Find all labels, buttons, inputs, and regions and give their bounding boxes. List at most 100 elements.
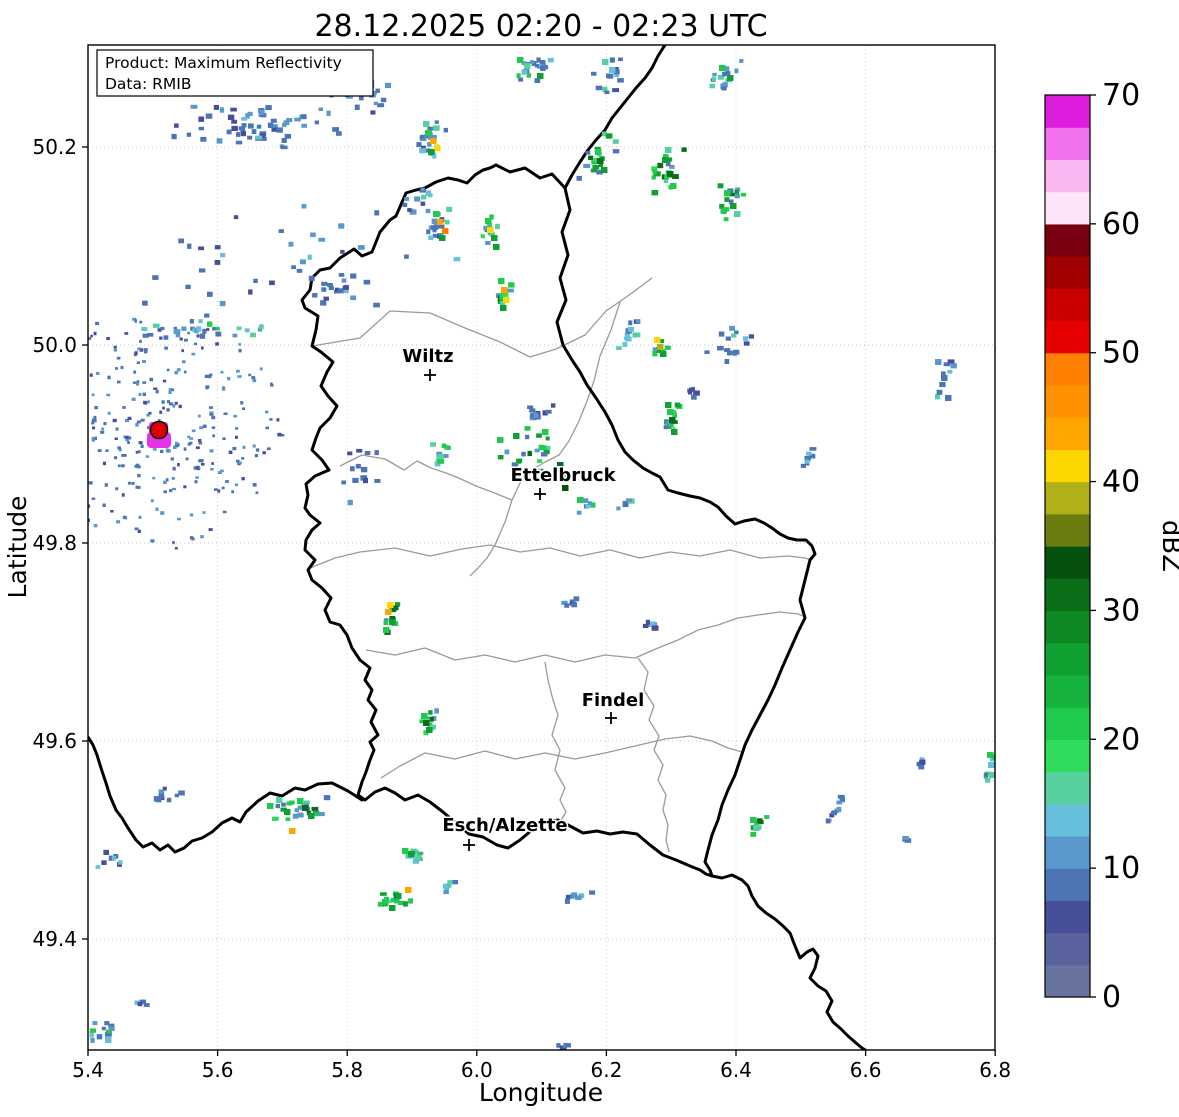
echo-cell xyxy=(717,74,725,80)
clutter-dot xyxy=(102,461,106,466)
echo-cell xyxy=(323,296,329,301)
echo-cell xyxy=(402,202,408,207)
echo-cell xyxy=(278,229,284,233)
clutter-dot xyxy=(91,497,96,500)
clutter-dot xyxy=(95,371,100,375)
echo-cell xyxy=(269,280,275,286)
canton-border-path xyxy=(469,301,621,577)
clutter-dot xyxy=(222,437,226,440)
colorbar-band xyxy=(1045,256,1090,289)
clutter-dot xyxy=(88,518,90,522)
echo-cell xyxy=(419,719,425,724)
echo-cell xyxy=(709,83,716,89)
echo-cell xyxy=(518,77,524,82)
echo-cell xyxy=(319,812,325,817)
echo-cell xyxy=(198,319,203,324)
echo-cell xyxy=(940,371,946,376)
x-tick-label: 6.8 xyxy=(979,1058,1011,1082)
clutter-dot xyxy=(137,450,141,454)
echo-cell xyxy=(231,125,238,131)
echo-cell xyxy=(575,895,582,900)
echo-cell-strong xyxy=(425,130,432,136)
echo-cell xyxy=(426,716,434,722)
clutter-dot xyxy=(194,342,198,346)
echo-cell xyxy=(628,320,633,326)
echo-cell-strong xyxy=(987,752,994,758)
clutter-dot xyxy=(135,463,140,467)
echo-cell xyxy=(384,896,390,901)
echo-cell xyxy=(101,860,107,865)
echo-cell xyxy=(719,203,725,209)
echo-cell xyxy=(105,1029,112,1034)
clutter-dot xyxy=(265,426,269,430)
clutter-dot xyxy=(168,402,173,406)
echo-cell xyxy=(651,175,656,180)
echo-cell xyxy=(327,283,333,288)
clutter-dot xyxy=(173,445,177,449)
clutter-dot xyxy=(134,527,139,531)
echo-cell xyxy=(357,245,365,250)
echo-cell xyxy=(602,86,608,93)
clutter-dot xyxy=(171,477,175,480)
echo-cell xyxy=(216,138,223,144)
country-border-path xyxy=(563,45,667,190)
canton-border-path xyxy=(309,544,813,569)
echo-cell xyxy=(688,389,692,395)
echo-cell xyxy=(370,110,376,115)
echo-cell xyxy=(614,71,620,78)
plot-frame xyxy=(87,44,996,1051)
echo-cell-strong xyxy=(667,409,674,415)
echo-cell xyxy=(432,135,437,140)
echo-cell xyxy=(508,282,515,288)
echo-cell xyxy=(141,327,148,331)
echo-cell xyxy=(108,1023,115,1028)
clutter-dot xyxy=(123,435,127,439)
echo-cell xyxy=(740,192,747,197)
echo-cell xyxy=(373,101,378,106)
echo-cell xyxy=(516,458,523,463)
echo-cell xyxy=(704,350,710,354)
echo-cell xyxy=(153,796,160,802)
echo-cell xyxy=(573,596,580,602)
echo-cell xyxy=(374,479,381,483)
echo-cell xyxy=(545,409,552,414)
clutter-dot xyxy=(125,435,130,440)
echo-cell xyxy=(292,813,299,819)
clutter-dot xyxy=(174,547,178,550)
clutter-dot xyxy=(231,490,235,494)
echo-cell xyxy=(427,126,435,131)
clutter-dot xyxy=(114,437,118,440)
echo-cell xyxy=(89,1028,97,1033)
clutter-dot xyxy=(140,418,145,422)
echo-cell xyxy=(390,897,396,903)
echo-cell-strong xyxy=(421,713,428,719)
clutter-dot xyxy=(179,337,183,341)
clutter-dot xyxy=(219,469,224,473)
clutter-dot xyxy=(106,337,110,341)
echo-cell xyxy=(723,217,729,222)
echo-cell-strong xyxy=(601,167,608,173)
echo-cell xyxy=(343,289,349,293)
colorbar-band xyxy=(1045,449,1090,483)
echo-cell xyxy=(397,900,405,906)
echo-cell xyxy=(717,183,724,189)
echo-cell-strong xyxy=(941,375,948,381)
clutter-dot xyxy=(221,486,225,490)
echo-cell xyxy=(497,455,504,460)
echo-cell xyxy=(271,127,278,132)
colorbar-band xyxy=(1045,707,1090,740)
echo-cell xyxy=(651,190,659,196)
echo-cell xyxy=(592,164,600,170)
echo-cell xyxy=(428,235,434,241)
clutter-dot xyxy=(132,317,137,321)
echo-cell xyxy=(404,254,409,259)
clutter-dot xyxy=(236,459,240,463)
clutter-dot xyxy=(238,348,242,353)
clutter-dot xyxy=(177,517,181,521)
clutter-dot xyxy=(106,393,111,397)
echo-cell xyxy=(407,208,412,212)
echo-cell xyxy=(286,118,293,123)
colorbar-band xyxy=(1045,642,1090,676)
clutter-dot xyxy=(209,411,214,415)
echo-cell xyxy=(652,351,658,357)
